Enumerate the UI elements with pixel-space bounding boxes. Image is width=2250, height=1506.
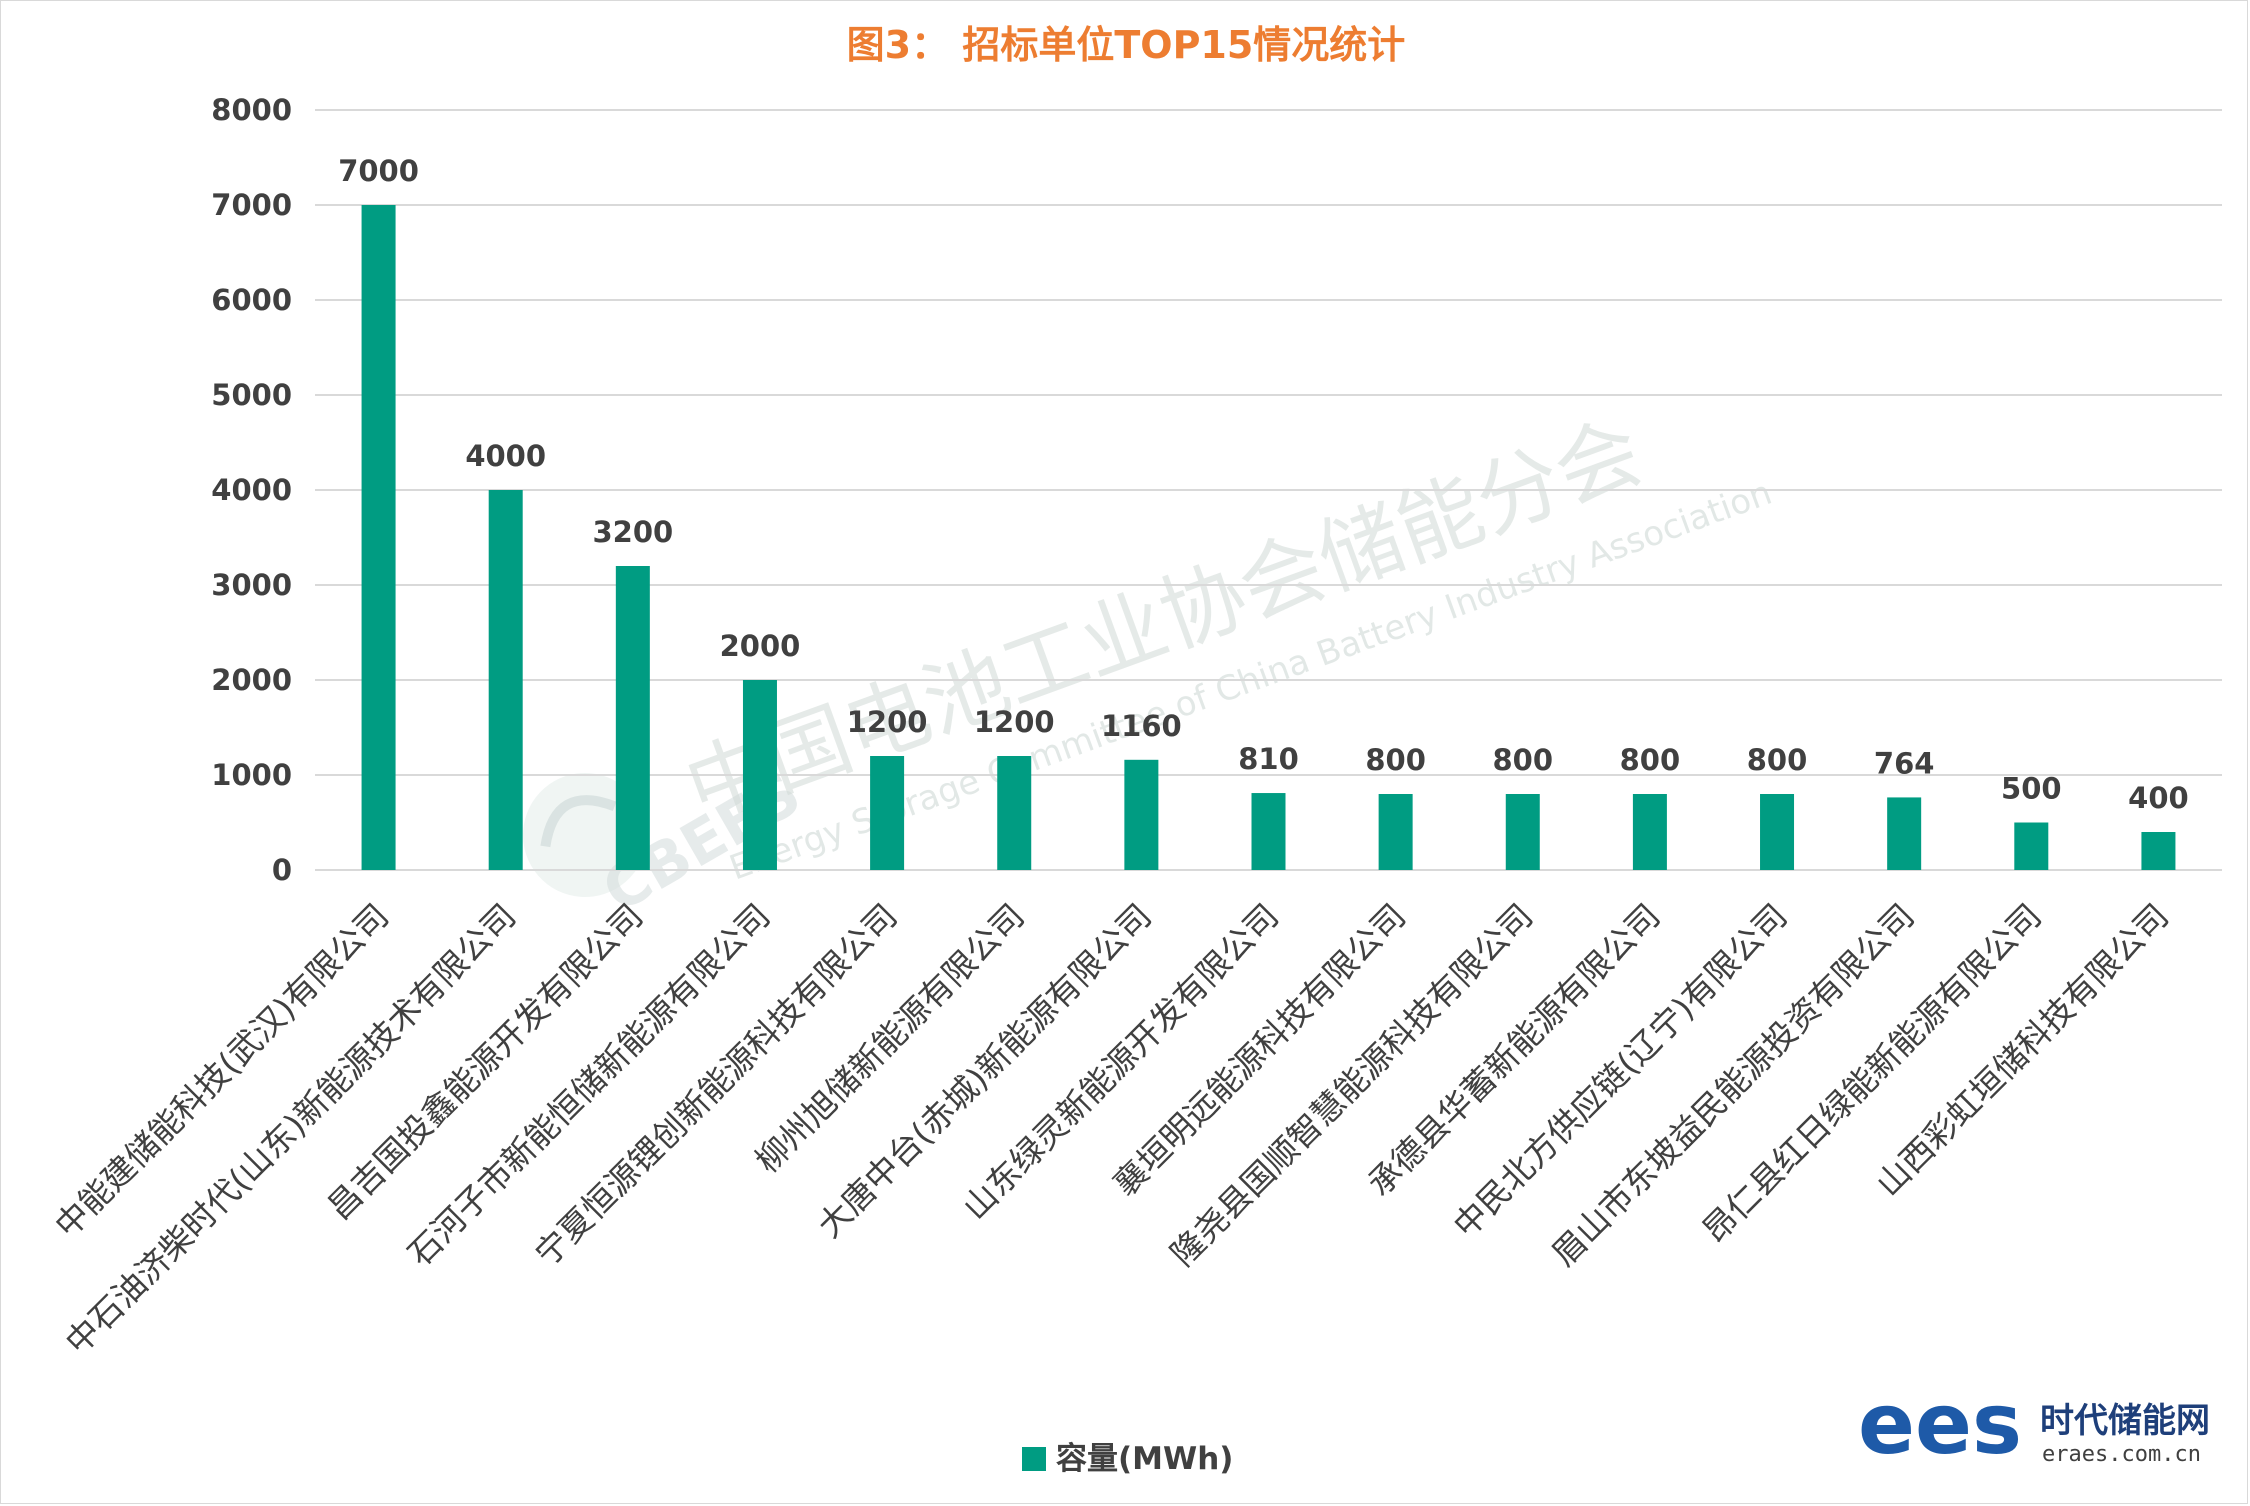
legend: 容量(MWh) [1022,1441,1233,1477]
data-labels: 7000 4000 3200 2000 1200 1200 1160 810 800 800 800… [338,154,2188,815]
y-tick-label: 5000 [211,378,292,412]
y-tick-label: 2000 [211,663,292,697]
bar [1505,794,1540,870]
logo-mark: ees [1858,1375,2022,1473]
x-axis-ticks: 中能建储能科技(武汉)有限公司中石油济柴时代(山东)新能源技术有限公司昌吉国投鑫… [47,896,2176,1362]
bar [1760,794,1795,870]
y-tick-label: 1000 [211,758,292,792]
data-label: 1200 [974,705,1055,739]
bar [1887,797,1922,870]
bar [1251,793,1286,870]
y-tick-label: 3000 [211,568,292,602]
data-label: 2000 [720,629,801,663]
chart-title: 图3： 招标单位TOP15情况统计 [847,23,1406,67]
y-tick-label: 4000 [211,473,292,507]
legend-label: 容量(MWh) [1056,1441,1233,1477]
data-label: 800 [1365,743,1426,777]
bar [997,756,1032,870]
brand-logo: ees 时代储能网 eraes.com.cn [1858,1375,2210,1473]
bar [870,756,905,870]
y-tick-label: 8000 [211,93,292,127]
y-tick-label: 6000 [211,283,292,317]
bar [2141,832,2176,870]
data-label: 500 [2001,772,2062,806]
x-tick-label: 中石油济柴时代(山东)新能源技术有限公司 [58,896,524,1362]
data-label: 800 [1620,743,1681,777]
data-label: 800 [1492,743,1553,777]
legend-swatch [1022,1447,1046,1471]
data-label: 7000 [338,154,419,188]
logo-name: 时代储能网 [2040,1401,2210,1441]
data-label: 4000 [465,439,546,473]
data-label: 400 [2128,781,2189,815]
bar [2014,822,2049,870]
bar [742,680,777,870]
bars [361,205,2176,870]
bar [1632,794,1667,870]
data-label: 3200 [592,515,673,549]
bar [615,566,650,870]
data-label: 800 [1747,743,1808,777]
logo-url: eraes.com.cn [2042,1442,2201,1467]
y-tick-label: 0 [272,853,292,887]
data-label: 1200 [847,705,928,739]
data-label: 764 [1874,746,1935,780]
data-label: 810 [1238,742,1299,776]
bar [361,205,396,870]
bar [1378,794,1413,870]
bar [488,490,523,870]
y-axis-ticks: 0 1000 2000 3000 4000 5000 6000 7000 8000 [211,93,292,887]
y-tick-label: 7000 [211,188,292,222]
data-label: 1160 [1101,709,1182,743]
bar [1124,759,1159,870]
